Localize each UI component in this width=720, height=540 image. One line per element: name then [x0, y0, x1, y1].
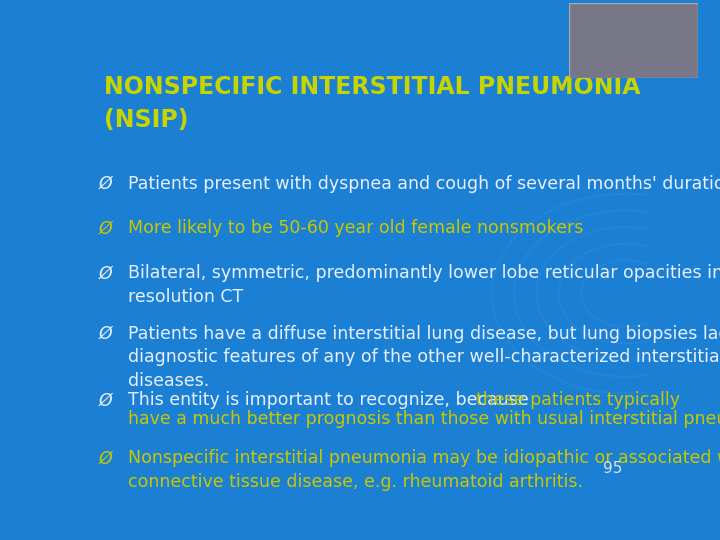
- Text: these patients typically: these patients typically: [476, 391, 680, 409]
- Text: Ø: Ø: [99, 265, 112, 282]
- Text: 95: 95: [603, 461, 623, 476]
- Text: More likely to be 50-60 year old female nonsmokers: More likely to be 50-60 year old female …: [128, 219, 583, 238]
- Text: NONSPECIFIC INTERSTITIAL PNEUMONIA: NONSPECIFIC INTERSTITIAL PNEUMONIA: [104, 75, 641, 99]
- Text: Nonspecific interstitial pneumonia may be idiopathic or associated with
connecti: Nonspecific interstitial pneumonia may b…: [128, 449, 720, 491]
- Text: Ø: Ø: [99, 325, 112, 343]
- Text: Ø: Ø: [99, 175, 112, 193]
- Text: have a much better prognosis than those with usual interstitial pneumonia.: have a much better prognosis than those …: [128, 410, 720, 428]
- Text: Bilateral, symmetric, predominantly lower lobe reticular opacities in high
resol: Bilateral, symmetric, predominantly lowe…: [128, 265, 720, 306]
- Text: Patients present with dyspnea and cough of several months' duration.: Patients present with dyspnea and cough …: [128, 175, 720, 193]
- Text: Ø: Ø: [99, 449, 112, 468]
- FancyBboxPatch shape: [569, 3, 698, 78]
- Text: This entity is important to recognize, because: This entity is important to recognize, b…: [128, 391, 534, 409]
- Text: Ø: Ø: [99, 391, 112, 409]
- Text: (NSIP): (NSIP): [104, 109, 189, 132]
- Text: Ø: Ø: [99, 219, 112, 238]
- Text: Patients have a diffuse interstitial lung disease, but lung biopsies lack the
di: Patients have a diffuse interstitial lun…: [128, 325, 720, 390]
